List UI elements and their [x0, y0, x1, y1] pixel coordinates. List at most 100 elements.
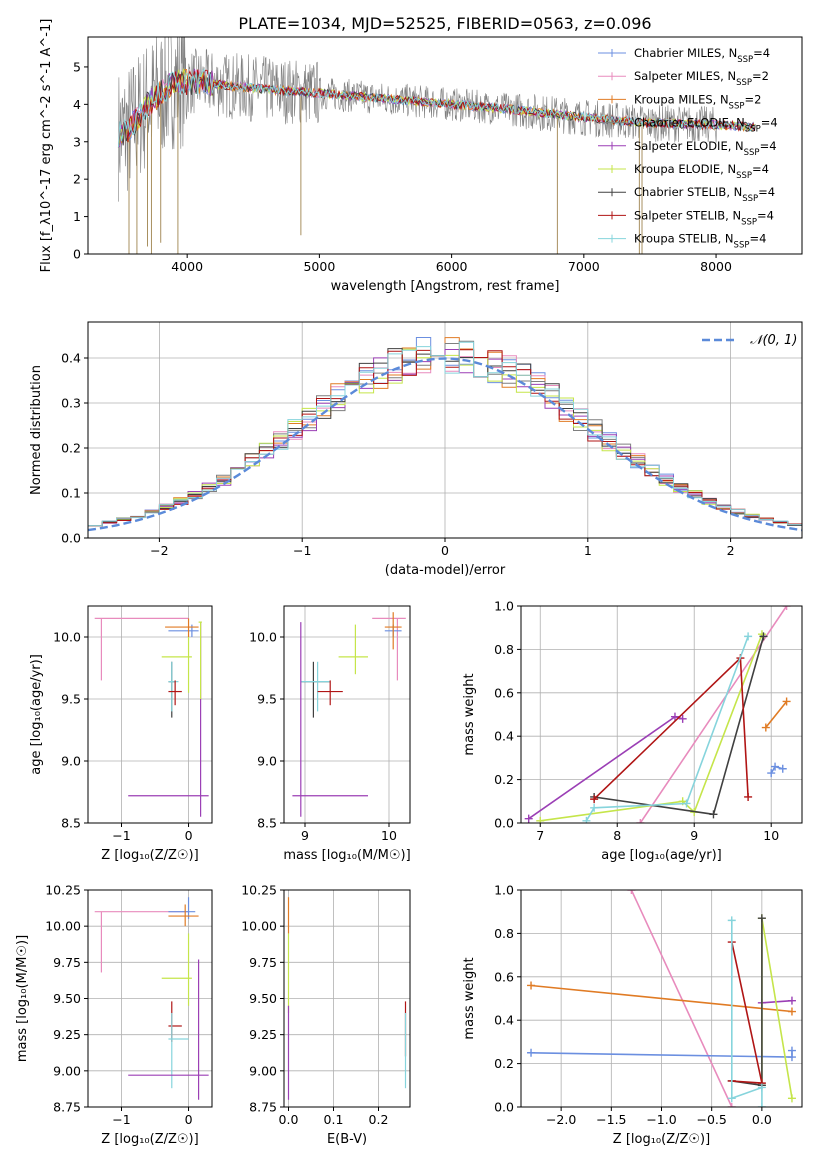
x-tick-label: 0	[441, 543, 449, 558]
residuals-plot-area	[88, 337, 802, 538]
weight-marker	[709, 810, 718, 819]
legend-entry: Kroupa STELIB, NSSP=4	[634, 232, 766, 251]
weight-marker	[771, 762, 780, 771]
errorbar-point	[94, 617, 189, 681]
y-tick-label: 10.00	[45, 919, 81, 934]
x-tick-label: −1	[112, 1112, 130, 1127]
errorbar-point	[338, 624, 368, 675]
spectrum-frame: 4000 5000 6000 7000 8000 0 1 2 3 4 5 wavelength [An…	[39, 19, 803, 294]
legend-suffix: =2	[752, 69, 769, 83]
y-tick-label: 1.0	[494, 599, 514, 614]
x-axis-label: mass [log₁₀(M/M☉)]	[283, 848, 410, 863]
y-tick-label: 0.6	[494, 969, 514, 984]
y-axis-label: age [log₁₀(age/yr)]	[29, 654, 44, 775]
legend-suffix: =2	[744, 92, 761, 106]
weight_vs_age-plot-area	[524, 606, 791, 823]
y-tick-label: 0.1	[61, 486, 81, 501]
weight-marker	[757, 1083, 766, 1092]
y-tick-label: 9.0	[257, 754, 277, 769]
errorbar-point	[168, 661, 179, 712]
x-axis-label: Z [log₁₀(Z/Z☉)]	[101, 848, 198, 863]
weight-marker	[527, 1048, 536, 1057]
weight-marker	[582, 816, 591, 823]
x-tick-label: 6000	[436, 259, 468, 274]
legend-entry: Chabrier MILES, NSSP=4	[634, 46, 770, 65]
errorbar-point	[128, 959, 209, 1100]
y-tick-label: 0.4	[61, 351, 81, 366]
y-tick-label: 9.75	[53, 955, 81, 970]
legend-subscript: SSP	[729, 101, 745, 111]
weight_vs_z-plot-area	[527, 890, 796, 1107]
y-tick-label: 0.4	[494, 729, 514, 744]
y-tick-label: 9.50	[249, 991, 277, 1006]
x-axis-label: Z [log₁₀(Z/Z☉)]	[613, 1132, 710, 1147]
errorbar-point	[94, 911, 189, 973]
weight-marker	[670, 712, 679, 721]
y-tick-label: 0.3	[61, 396, 81, 411]
x-tick-label: 4000	[171, 259, 203, 274]
y-axis-label: Flux [f_λ10^-17 erg cm^-2 s^-1 A^-1]	[39, 19, 54, 273]
weight-marker	[782, 697, 791, 706]
y-tick-label: 0.0	[494, 816, 514, 831]
weight-marker	[727, 1094, 736, 1103]
weight-marker	[678, 714, 687, 723]
errorbar-point	[161, 933, 192, 1006]
legend-subscript: SSP	[734, 241, 750, 251]
weight-marker	[682, 799, 691, 808]
y-tick-label: 8.5	[61, 816, 81, 831]
x-tick-label: −2.0	[546, 1112, 576, 1127]
x-axis-label: (data-model)/error	[385, 563, 506, 578]
y-axis-label: mass weight	[462, 673, 477, 755]
errorbar-point	[317, 680, 343, 706]
y-tick-label: 10.0	[249, 630, 277, 645]
weight-line-kroupa-miles	[765, 701, 788, 728]
y-tick-label: 0.8	[494, 642, 514, 657]
y-tick-label: 0.0	[61, 531, 81, 546]
x-tick-label: −1.0	[646, 1112, 676, 1127]
y-axis-label: Normed distribution	[29, 365, 44, 495]
axes-frame	[87, 605, 213, 824]
y-tick-label: 0.4	[494, 1013, 514, 1028]
weight-marker	[767, 769, 776, 778]
chart-layer: Chabrier MILES, NSSP=4 Salpeter MILES, NS…	[15, 19, 803, 1147]
legend-suffix: =4	[758, 185, 775, 199]
spectrum-plot-area	[117, 37, 756, 254]
legend-subscript: SSP	[736, 171, 752, 181]
y-tick-label: 1	[73, 209, 81, 224]
x-tick-label: 0.0	[752, 1112, 772, 1127]
age_vs_mass-axes	[284, 606, 410, 824]
x-axis-label: Z [log₁₀(Z/Z☉)]	[101, 1132, 198, 1147]
observed-spectrum-line	[118, 37, 756, 202]
weight-marker	[759, 632, 768, 641]
weight-marker	[744, 792, 753, 801]
weight-line-salpeter-stelib	[731, 941, 763, 1084]
errorbar-point	[384, 612, 402, 650]
x-tick-label: −0.5	[696, 1112, 726, 1127]
errorbar-point	[161, 637, 192, 693]
legend-suffix: =4	[752, 162, 769, 176]
weight-line-kroupa-miles	[530, 984, 793, 1013]
gaussian-curve	[88, 357, 802, 532]
weight-line-kroupa-elodie	[540, 633, 763, 822]
x-tick-label: 1	[584, 543, 592, 558]
mass_vs_z-axes	[88, 889, 212, 1108]
y-tick-label: 8.5	[257, 816, 277, 831]
weight-marker	[757, 1103, 766, 1107]
weight-marker	[778, 764, 787, 773]
x-tick-label: 9	[690, 828, 698, 843]
legend-subscript: SSP	[736, 78, 752, 88]
y-tick-label: 1.0	[494, 883, 514, 898]
x-tick-label: 2	[727, 543, 735, 558]
weight-marker	[590, 795, 599, 804]
weight-marker	[787, 1046, 796, 1055]
y-tick-label: 9.25	[53, 1027, 81, 1042]
weight-marker	[787, 1007, 796, 1016]
axes-frame	[520, 605, 803, 824]
legend-entry: Salpeter ELODIE, NSSP=4	[634, 139, 777, 158]
x-tick-label: 7	[536, 828, 544, 843]
y-tick-label: 0.2	[494, 772, 514, 787]
y-tick-label: 9.0	[61, 754, 81, 769]
errorbar-point	[128, 622, 209, 817]
legend-subscript: SSP	[737, 55, 753, 65]
weight-line-salpeter-elodie	[528, 715, 683, 820]
